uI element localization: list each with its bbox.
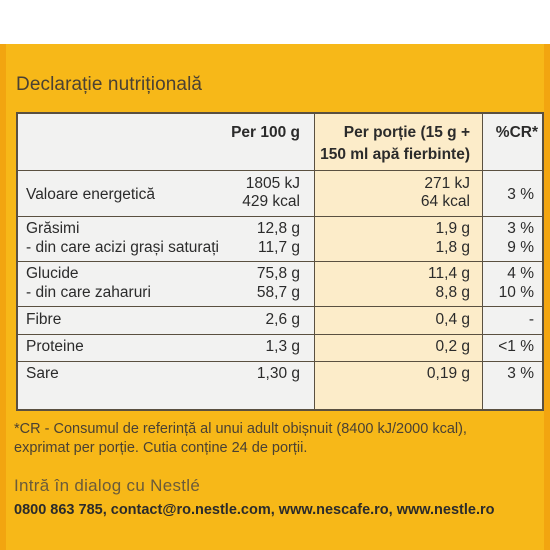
protein-cr: <1 % [498, 338, 534, 355]
energy-portion-kj: 271 kJ [424, 175, 470, 192]
protein-portion: 0,2 g [435, 338, 470, 355]
saturated-per100: 11,7 g [258, 239, 300, 256]
sugars-portion: 8,8 g [435, 284, 470, 301]
energy-cr: 3 % [507, 186, 534, 203]
row-divider [18, 306, 542, 307]
footnote-line2: exprimat per porție. Cutia conține 24 de… [14, 440, 308, 456]
row-label-fat: Grăsimi [26, 220, 80, 237]
row-divider [18, 216, 542, 217]
row-divider [18, 334, 542, 335]
row-divider [18, 170, 542, 171]
header-per-100g: Per 100 g [231, 124, 300, 141]
fibre-per100: 2,6 g [265, 311, 300, 328]
energy-per100-kcal: 429 kcal [242, 193, 300, 210]
fat-per100: 12,8 g [256, 220, 300, 237]
dialog-heading: Intră în dialog cu Nestlé [14, 476, 201, 495]
footnote-line1: *CR - Consumul de referință al unui adul… [14, 421, 467, 437]
footnote: *CR - Consumul de referință al unui adul… [14, 420, 544, 458]
row-label-fibre: Fibre [26, 311, 62, 328]
energy-portion-kcal: 64 kcal [420, 193, 470, 210]
carbs-portion: 11,4 g [428, 265, 470, 282]
package-label: Declarație nutrițională Per 100 g Per po… [0, 44, 550, 550]
row-divider [18, 261, 542, 262]
sugars-per100: 58,7 g [256, 284, 300, 301]
header-per-portion-line2: 150 ml apă fierbinte) [320, 146, 470, 163]
row-label-salt: Sare [26, 365, 59, 382]
saturated-cr: 9 % [507, 239, 534, 256]
sugars-cr: 10 % [498, 284, 534, 301]
row-label-sugars: - din care zaharuri [26, 284, 151, 301]
salt-per100: 1,30 g [256, 365, 300, 382]
row-divider [18, 361, 542, 362]
fibre-portion: 0,4 g [435, 311, 470, 328]
contact-info: 0800 863 785, contact@ro.nestle.com, www… [14, 502, 495, 518]
saturated-portion: 1,8 g [435, 239, 470, 256]
page-title: Declarație nutrițională [16, 74, 203, 95]
energy-per100-kj: 1805 kJ [245, 175, 300, 192]
carbs-per100: 75,8 g [256, 265, 300, 282]
row-label-energy: Valoare energetică [26, 186, 155, 203]
salt-cr: 3 % [507, 365, 534, 382]
header-per-portion-line1: Per porție (15 g + [343, 124, 470, 141]
row-label-saturated: - din care acizi grași saturați [26, 239, 219, 256]
protein-per100: 1,3 g [265, 338, 300, 355]
salt-portion: 0,19 g [426, 365, 470, 382]
nutrition-table: Per 100 g Per porție (15 g + 150 ml apă … [16, 112, 544, 411]
row-label-carbs: Glucide [26, 265, 79, 282]
carbs-cr: 4 % [507, 265, 534, 282]
fibre-cr: - [528, 311, 534, 328]
fat-cr: 3 % [507, 220, 534, 237]
row-label-protein: Proteine [26, 338, 84, 355]
header-cr: %CR* [495, 124, 538, 141]
fat-portion: 1,9 g [435, 220, 470, 237]
